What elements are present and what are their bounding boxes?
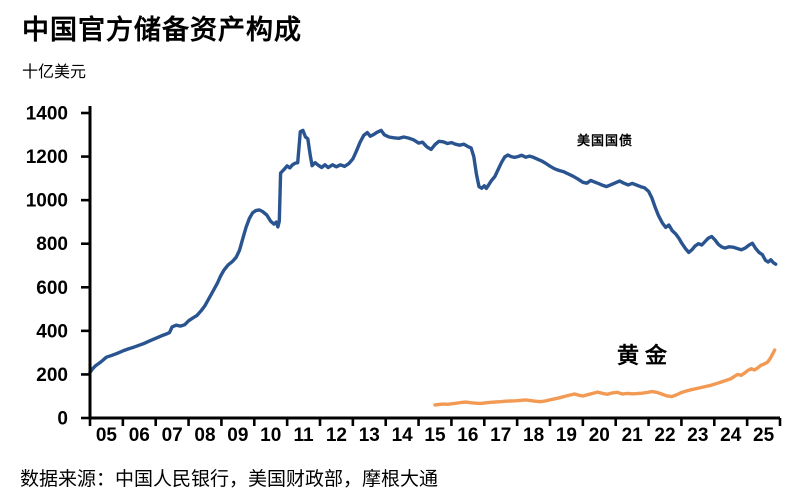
series-label-gold: 黄金: [617, 343, 674, 368]
x-axis-tick-label: 21: [622, 425, 644, 446]
data-source-note: 数据来源：中国人民银行，美国财政部，摩根大通: [20, 469, 439, 490]
x-axis-tick-label: 09: [227, 425, 248, 446]
y-axis-tick-label: 1000: [26, 191, 68, 212]
axis-lines: [88, 106, 780, 420]
us-treasuries-line: [88, 128, 778, 374]
x-axis-tick-label: 18: [523, 425, 544, 446]
x-axis-tick-label: 23: [687, 425, 708, 446]
x-axis-tick-label: 06: [129, 425, 150, 446]
y-axis-tick-label: 200: [36, 365, 68, 386]
x-axis-tick-label: 20: [589, 425, 610, 446]
x-axis-tick-label: 19: [556, 425, 577, 446]
x-axis-tick-label: 22: [654, 425, 675, 446]
y-axis-tick-label: 1400: [26, 104, 68, 125]
x-axis-tick-label: 15: [424, 425, 446, 446]
x-axis-tick-label: 10: [260, 425, 281, 446]
x-axis-tick-label: 17: [490, 425, 511, 446]
y-axis-tick-label: 1200: [26, 147, 68, 168]
x-axis-tick-label: 16: [457, 425, 478, 446]
y-axis-tick-label: 600: [36, 278, 68, 299]
y-axis-tick-label: 400: [36, 321, 68, 342]
x-axis-tick-label: 08: [194, 425, 215, 446]
x-axis-tick-label: 05: [96, 425, 118, 446]
x-axis-tick-label: 14: [392, 425, 414, 446]
x-axis-tick-label: 25: [753, 425, 775, 446]
x-axis-tick-label: 13: [359, 425, 380, 446]
gold-line: [433, 348, 777, 407]
x-axis-tick-label: 07: [162, 425, 183, 446]
series-label-us-treasuries: 美国国债: [577, 133, 634, 148]
y-axis-tick-label: 0: [57, 409, 68, 430]
y-axis-tick-label: 800: [36, 234, 68, 255]
y-axis-unit-label: 十亿美元: [22, 64, 87, 81]
page-title: 中国官方储备资产构成: [22, 15, 302, 45]
x-axis-tick-label: 11: [294, 425, 315, 446]
x-axis-tick-label: 12: [326, 425, 347, 446]
x-axis-tick-label: 24: [720, 425, 742, 446]
